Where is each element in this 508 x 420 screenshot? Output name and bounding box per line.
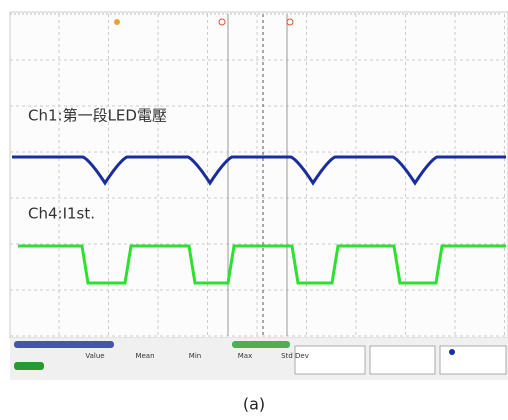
measure-header: Mean — [135, 352, 154, 360]
page: Ch1:第一段LED電壓 Ch4:I1st. Value Mean Min Max St… — [0, 0, 508, 420]
marker — [114, 19, 120, 25]
caption: (a) — [243, 395, 265, 414]
measure-header: Value — [85, 352, 104, 360]
trigger-icon — [449, 349, 455, 355]
info-box — [295, 346, 365, 374]
ch1-scale — [14, 341, 114, 348]
ch1-label: Ch1:第一段LED電壓 — [28, 107, 167, 125]
measure-source — [14, 362, 44, 370]
measure-header: Std Dev — [281, 352, 309, 360]
scope-figure: Ch1:第一段LED電壓 Ch4:I1st. Value Mean Min Max St… — [0, 0, 508, 416]
ch4-scale — [232, 341, 290, 348]
measure-header: Max — [238, 352, 252, 360]
scope-screen — [10, 12, 508, 338]
measure-header: Min — [189, 352, 201, 360]
ch4-label: Ch4:I1st. — [28, 205, 95, 223]
info-box — [370, 346, 435, 374]
